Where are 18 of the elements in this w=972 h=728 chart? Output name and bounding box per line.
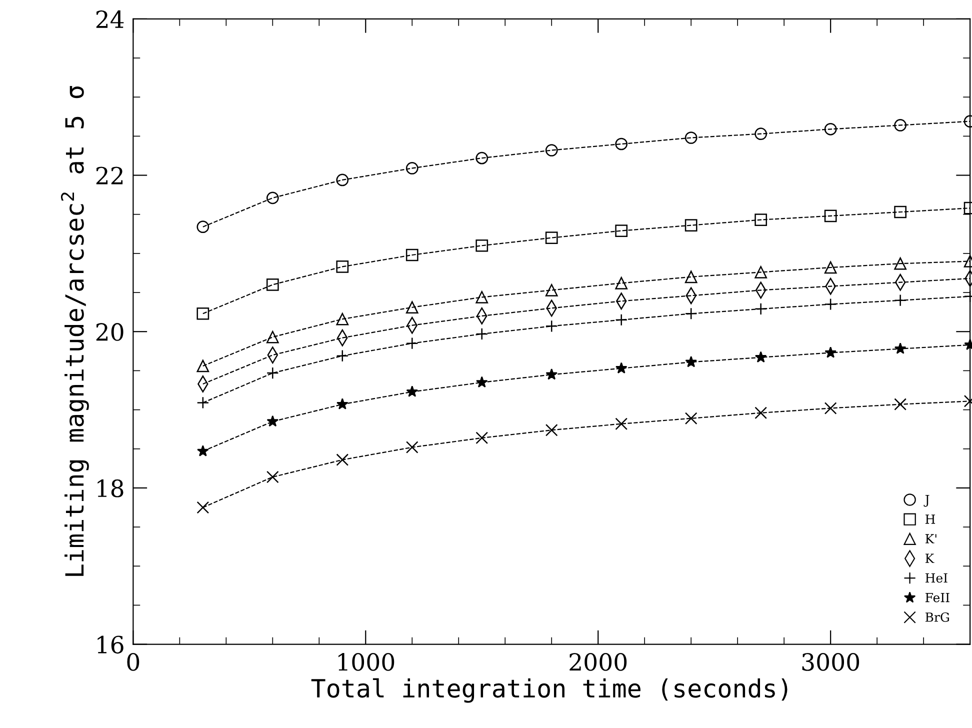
legend-label: BrG <box>925 612 949 622</box>
legend-label: FeII <box>925 592 950 602</box>
x-tick-label: 1000 <box>338 653 394 671</box>
legend-label: K <box>925 554 934 563</box>
legend-label: H <box>925 514 936 524</box>
y-tick-label: 22 <box>96 166 123 184</box>
legend-label: HeI <box>925 573 948 583</box>
y-tick-label: 18 <box>98 479 124 498</box>
x-axis-title: Total integration time (seconds) <box>311 678 788 703</box>
x-tick-label: 0 <box>127 653 140 671</box>
y-tick-label: 24 <box>96 10 124 28</box>
x-tick-label: 2000 <box>570 653 627 671</box>
legend-label: J <box>924 494 930 507</box>
y-tick-label: 20 <box>96 323 124 341</box>
x-tick-label: 3000 <box>802 653 860 671</box>
legend-label: K' <box>925 534 936 544</box>
y-tick-label: 16 <box>98 636 124 654</box>
y-axis-title: Limiting magnitude/arcsec$^{2}$ at 5 σ <box>60 86 89 576</box>
